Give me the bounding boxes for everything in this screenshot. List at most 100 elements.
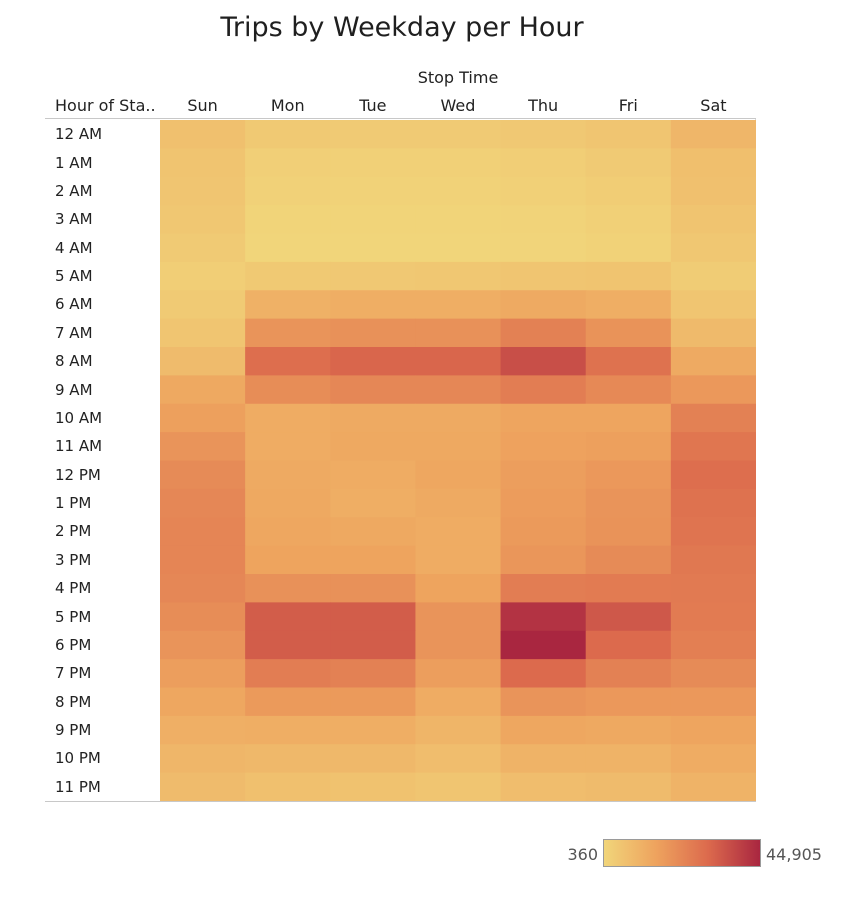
heatmap-cell-mon-11-pm[interactable] xyxy=(245,772,331,801)
heatmap-cell-thu-7-pm[interactable] xyxy=(500,659,587,689)
heatmap-cell-fri-9-am[interactable] xyxy=(585,375,672,405)
heatmap-cell-mon-4-pm[interactable] xyxy=(245,574,331,603)
heatmap-cell-thu-1-am[interactable] xyxy=(500,148,587,178)
heatmap-cell-thu-5-pm[interactable] xyxy=(500,602,587,632)
heatmap-cell-thu-11-pm[interactable] xyxy=(500,772,587,801)
heatmap-cell-tue-10-pm[interactable] xyxy=(330,744,417,774)
heatmap-cell-wed-12-pm[interactable] xyxy=(415,460,502,490)
heatmap-cell-mon-1-pm[interactable] xyxy=(245,488,331,518)
heatmap-cell-tue-6-am[interactable] xyxy=(330,290,417,320)
heatmap-cell-sun-7-pm[interactable] xyxy=(160,659,246,689)
heatmap-cell-wed-3-am[interactable] xyxy=(415,205,502,235)
heatmap-cell-mon-8-am[interactable] xyxy=(245,347,331,376)
heatmap-cell-fri-6-pm[interactable] xyxy=(585,630,672,660)
heatmap-cell-thu-7-am[interactable] xyxy=(500,318,587,348)
heatmap-cell-sat-4-am[interactable] xyxy=(670,233,756,263)
heatmap-cell-tue-9-pm[interactable] xyxy=(330,715,417,745)
heatmap-cell-tue-2-am[interactable] xyxy=(330,176,417,206)
heatmap-cell-fri-12-pm[interactable] xyxy=(585,460,672,490)
heatmap-cell-mon-2-pm[interactable] xyxy=(245,517,331,547)
heatmap-cell-mon-1-am[interactable] xyxy=(245,148,331,178)
heatmap-cell-sun-10-pm[interactable] xyxy=(160,744,246,774)
heatmap-cell-sun-6-am[interactable] xyxy=(160,290,246,320)
heatmap-cell-sat-1-am[interactable] xyxy=(670,148,756,178)
heatmap-cell-wed-7-pm[interactable] xyxy=(415,659,502,689)
heatmap-cell-fri-9-pm[interactable] xyxy=(585,715,672,745)
heatmap-cell-mon-3-am[interactable] xyxy=(245,205,331,235)
heatmap-cell-sat-12-am[interactable] xyxy=(670,120,756,149)
heatmap-cell-thu-10-am[interactable] xyxy=(500,403,587,433)
heatmap-cell-wed-4-am[interactable] xyxy=(415,233,502,263)
heatmap-cell-fri-2-pm[interactable] xyxy=(585,517,672,547)
heatmap-cell-wed-11-am[interactable] xyxy=(415,432,502,462)
heatmap-cell-mon-9-pm[interactable] xyxy=(245,715,331,745)
heatmap-cell-wed-12-am[interactable] xyxy=(415,120,502,149)
heatmap-cell-sun-3-am[interactable] xyxy=(160,205,246,235)
heatmap-cell-sat-11-pm[interactable] xyxy=(670,772,756,801)
heatmap-cell-sat-10-pm[interactable] xyxy=(670,744,756,774)
heatmap-cell-tue-10-am[interactable] xyxy=(330,403,417,433)
heatmap-cell-sun-3-pm[interactable] xyxy=(160,545,246,575)
heatmap-cell-sat-12-pm[interactable] xyxy=(670,460,756,490)
heatmap-cell-tue-1-am[interactable] xyxy=(330,148,417,178)
heatmap-cell-sun-4-pm[interactable] xyxy=(160,574,246,603)
heatmap-cell-fri-11-am[interactable] xyxy=(585,432,672,462)
heatmap-cell-sat-3-am[interactable] xyxy=(670,205,756,235)
heatmap-cell-tue-5-pm[interactable] xyxy=(330,602,417,632)
heatmap-cell-thu-9-am[interactable] xyxy=(500,375,587,405)
heatmap-cell-sun-12-am[interactable] xyxy=(160,120,246,149)
heatmap-cell-mon-12-am[interactable] xyxy=(245,120,331,149)
heatmap-cell-thu-3-pm[interactable] xyxy=(500,545,587,575)
heatmap-cell-wed-6-pm[interactable] xyxy=(415,630,502,660)
heatmap-cell-fri-6-am[interactable] xyxy=(585,290,672,320)
heatmap-cell-sat-9-pm[interactable] xyxy=(670,715,756,745)
heatmap-cell-wed-3-pm[interactable] xyxy=(415,545,502,575)
heatmap-cell-wed-5-am[interactable] xyxy=(415,261,502,291)
heatmap-cell-sun-2-pm[interactable] xyxy=(160,517,246,547)
heatmap-cell-wed-1-pm[interactable] xyxy=(415,488,502,518)
heatmap-cell-tue-12-pm[interactable] xyxy=(330,460,417,490)
heatmap-cell-sun-1-am[interactable] xyxy=(160,148,246,178)
heatmap-cell-sun-9-am[interactable] xyxy=(160,375,246,405)
heatmap-cell-wed-11-pm[interactable] xyxy=(415,772,502,801)
heatmap-cell-tue-2-pm[interactable] xyxy=(330,517,417,547)
heatmap-cell-sat-5-am[interactable] xyxy=(670,261,756,291)
heatmap-cell-mon-6-pm[interactable] xyxy=(245,630,331,660)
heatmap-cell-mon-3-pm[interactable] xyxy=(245,545,331,575)
heatmap-cell-sun-4-am[interactable] xyxy=(160,233,246,263)
heatmap-cell-sat-8-am[interactable] xyxy=(670,347,756,376)
heatmap-cell-fri-5-am[interactable] xyxy=(585,261,672,291)
heatmap-cell-tue-5-am[interactable] xyxy=(330,261,417,291)
heatmap-cell-tue-11-am[interactable] xyxy=(330,432,417,462)
heatmap-cell-wed-8-pm[interactable] xyxy=(415,687,502,717)
heatmap-cell-tue-8-pm[interactable] xyxy=(330,687,417,717)
heatmap-cell-fri-8-pm[interactable] xyxy=(585,687,672,717)
heatmap-cell-sat-11-am[interactable] xyxy=(670,432,756,462)
heatmap-cell-thu-1-pm[interactable] xyxy=(500,488,587,518)
heatmap-cell-wed-1-am[interactable] xyxy=(415,148,502,178)
heatmap-cell-fri-3-pm[interactable] xyxy=(585,545,672,575)
heatmap-cell-wed-9-pm[interactable] xyxy=(415,715,502,745)
heatmap-cell-thu-8-am[interactable] xyxy=(500,347,587,376)
heatmap-cell-mon-7-pm[interactable] xyxy=(245,659,331,689)
heatmap-cell-thu-6-pm[interactable] xyxy=(500,630,587,660)
heatmap-cell-thu-12-pm[interactable] xyxy=(500,460,587,490)
heatmap-cell-tue-6-pm[interactable] xyxy=(330,630,417,660)
heatmap-cell-wed-9-am[interactable] xyxy=(415,375,502,405)
heatmap-cell-sat-6-pm[interactable] xyxy=(670,630,756,660)
heatmap-cell-mon-9-am[interactable] xyxy=(245,375,331,405)
heatmap-cell-thu-10-pm[interactable] xyxy=(500,744,587,774)
heatmap-cell-thu-4-pm[interactable] xyxy=(500,574,587,603)
heatmap-cell-sun-9-pm[interactable] xyxy=(160,715,246,745)
heatmap-cell-sat-9-am[interactable] xyxy=(670,375,756,405)
heatmap-cell-fri-2-am[interactable] xyxy=(585,176,672,206)
heatmap-cell-wed-10-pm[interactable] xyxy=(415,744,502,774)
heatmap-cell-tue-4-am[interactable] xyxy=(330,233,417,263)
heatmap-cell-sun-5-pm[interactable] xyxy=(160,602,246,632)
heatmap-cell-thu-5-am[interactable] xyxy=(500,261,587,291)
heatmap-cell-mon-10-am[interactable] xyxy=(245,403,331,433)
heatmap-cell-tue-11-pm[interactable] xyxy=(330,772,417,801)
heatmap-cell-wed-4-pm[interactable] xyxy=(415,574,502,603)
heatmap-cell-tue-4-pm[interactable] xyxy=(330,574,417,603)
heatmap-cell-wed-2-am[interactable] xyxy=(415,176,502,206)
